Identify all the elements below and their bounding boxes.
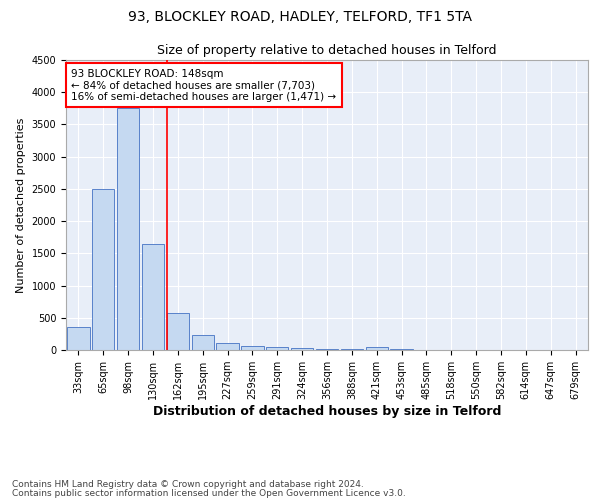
Bar <box>191 335 214 350</box>
Text: Contains HM Land Registry data © Crown copyright and database right 2024.: Contains HM Land Registry data © Crown c… <box>12 480 364 489</box>
Bar <box>266 348 289 350</box>
Bar <box>365 347 388 350</box>
Bar <box>217 343 239 350</box>
Y-axis label: Number of detached properties: Number of detached properties <box>16 118 26 292</box>
Text: 93 BLOCKLEY ROAD: 148sqm
← 84% of detached houses are smaller (7,703)
16% of sem: 93 BLOCKLEY ROAD: 148sqm ← 84% of detach… <box>71 68 337 102</box>
Text: Contains public sector information licensed under the Open Government Licence v3: Contains public sector information licen… <box>12 488 406 498</box>
Text: 93, BLOCKLEY ROAD, HADLEY, TELFORD, TF1 5TA: 93, BLOCKLEY ROAD, HADLEY, TELFORD, TF1 … <box>128 10 472 24</box>
Bar <box>316 348 338 350</box>
Bar <box>142 244 164 350</box>
Bar <box>67 328 89 350</box>
Bar <box>117 108 139 350</box>
Bar <box>241 346 263 350</box>
Bar <box>341 348 363 350</box>
Title: Size of property relative to detached houses in Telford: Size of property relative to detached ho… <box>157 44 497 58</box>
Bar <box>391 349 413 350</box>
X-axis label: Distribution of detached houses by size in Telford: Distribution of detached houses by size … <box>153 405 501 418</box>
Bar <box>92 189 115 350</box>
Bar <box>167 312 189 350</box>
Bar <box>291 348 313 350</box>
